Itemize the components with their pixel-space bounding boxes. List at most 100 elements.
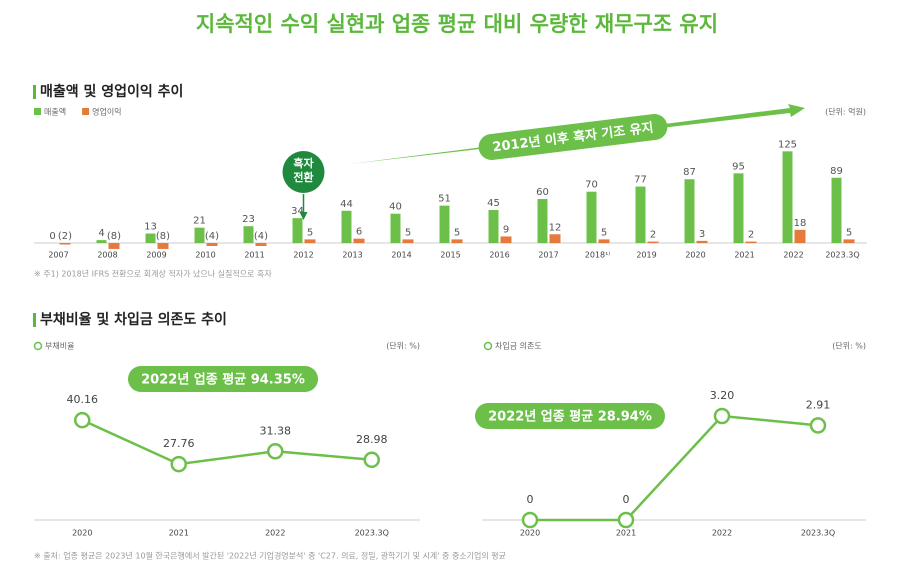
value-label: 23 [242,214,255,225]
bar [402,239,414,244]
x-tick-label: 2017 [538,251,558,260]
bar [145,233,156,244]
bar [341,210,352,244]
x-tick-label: 2022 [712,529,732,538]
x-tick-label: 2021 [169,529,189,538]
bar [108,243,120,249]
x-tick-label: 2007 [48,251,68,260]
value-label: 60 [536,187,549,198]
value-label: 95 [732,161,745,172]
page-title: 지속적인 수익 실현과 업종 평균 대비 우량한 재무구조 유지 [196,12,718,36]
x-tick-label: 2011 [244,251,264,260]
bubble [282,151,325,193]
value-label: 9 [503,224,509,235]
value-label: (8) [156,231,170,242]
value-label: 45 [487,198,500,209]
x-tick-label: 2019 [636,251,656,260]
x-tick-label: 2022 [265,529,285,538]
bar [304,239,316,244]
value-label: 5 [846,227,852,238]
point [617,511,635,529]
bar [353,238,365,244]
value-label: 0 [527,493,534,506]
point [363,451,380,469]
value-label: 5 [307,227,313,238]
trend-banner: 2012년 이후 흑자 기조 유지 [478,114,668,160]
value-label: 0 [49,231,55,242]
value-label: 27.76 [163,437,195,450]
value-label: 51 [438,194,451,205]
banner-text: 2022년 업종 평균 94.35% [141,372,305,388]
point [74,411,91,429]
section-marker [33,313,36,327]
value-label: 70 [585,180,598,191]
bubble-text: 흑자 전환 [293,156,314,184]
bar [647,241,659,244]
bar [782,151,793,244]
x-tick-label: 2010 [195,251,215,260]
value-label: 31.38 [260,424,292,437]
unit-label: (단위: 억원) [825,107,866,117]
value-label: 40.16 [67,393,99,406]
point [713,407,731,425]
bar [157,243,169,249]
value-label: 13 [144,222,157,233]
point [809,417,827,434]
legend-marker [33,341,43,351]
x-tick-label: 2018¹⁾ [585,251,611,260]
value-label: (8) [107,231,121,242]
bar [831,177,842,244]
bar [292,218,303,244]
bar [586,191,597,244]
bar [206,243,218,246]
bar [549,234,561,244]
point [170,455,187,473]
value-label: 5 [454,227,460,238]
x-tick-label: 2020 [685,251,705,260]
value-label: 18 [794,218,807,229]
bar [733,173,744,244]
bar [598,239,610,244]
value-label: 87 [683,167,696,178]
legend-swatch [34,108,41,115]
x-tick-label: 2022 [783,251,803,260]
banner-box [478,114,668,160]
value-label: 125 [778,139,797,150]
value-label: 40 [389,202,402,213]
x-tick-label: 2020 [520,529,540,538]
value-label: 28.98 [356,433,388,446]
x-tick-label: 2013 [342,251,362,260]
bar [96,240,107,244]
footnote: ※ 출처: 업종 평균은 2023년 10월 한국은행에서 발간된 '2022년… [34,551,506,561]
value-label: 2 [748,230,754,241]
bubble-arrowhead [299,212,308,220]
bar [696,240,708,244]
x-tick-label: 2015 [440,251,460,260]
point [521,511,539,529]
banner-text: 2022년 업종 평균 28.94% [488,409,652,425]
unit-label: (단위: %) [386,341,420,351]
section-title: 부채비율 및 차입금 의존도 추이 [40,311,227,328]
value-label: (2) [58,231,72,242]
x-tick-label: 2021 [616,529,636,538]
x-tick-label: 2023.3Q [825,251,859,260]
banner-box [475,403,665,429]
bar [451,239,463,244]
bar [255,243,267,246]
bar [843,239,855,244]
legend-marker [483,341,493,351]
value-label: 3 [699,229,705,240]
value-label: 4 [98,228,104,239]
value-label: 3.20 [710,389,735,402]
bar [794,229,806,244]
bar [684,179,695,244]
bar [500,236,512,244]
x-tick-label: 2014 [391,251,411,260]
unit-label: (단위: %) [832,341,866,351]
bar [745,241,757,244]
value-label: 0 [623,493,630,506]
value-label: 77 [634,175,647,186]
x-tick-label: 2012 [293,251,313,260]
value-label: 89 [830,166,843,177]
